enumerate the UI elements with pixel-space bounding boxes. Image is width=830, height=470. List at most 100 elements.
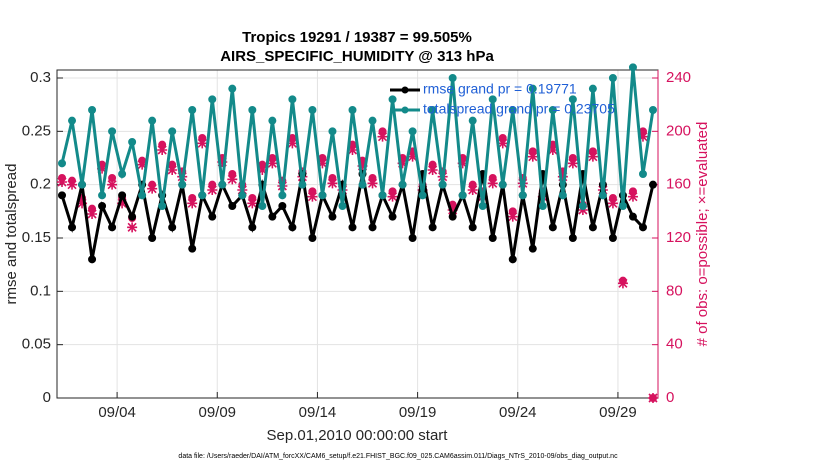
- y-tick-label: 0.3: [30, 69, 51, 86]
- data-point: [558, 191, 567, 200]
- data-point: [118, 191, 127, 200]
- data-point: [258, 202, 267, 210]
- y2-tick-label: 80: [666, 282, 683, 299]
- data-point: [378, 191, 387, 200]
- data-point: [88, 106, 97, 114]
- data-point: [268, 116, 277, 125]
- data-point: [547, 145, 558, 155]
- data-point: [647, 393, 658, 403]
- data-point: [548, 106, 557, 114]
- y2-axis-label: # of obs: o=possible; ×=evaluated: [694, 122, 711, 347]
- data-point: [98, 202, 107, 210]
- data-point: [328, 127, 337, 136]
- data-point: [568, 95, 577, 104]
- data-point: [478, 202, 487, 210]
- y2-tick-label: 120: [666, 229, 691, 246]
- data-point: [627, 191, 638, 202]
- data-point: [287, 138, 298, 149]
- data-point: [58, 159, 67, 168]
- data-point: [88, 255, 97, 264]
- data-point: [77, 198, 88, 209]
- chart-subtitle: AIRS_SPECIFIC_HUMIDITY @ 313 hPa: [220, 48, 494, 65]
- data-point: [348, 106, 357, 114]
- data-point: [367, 178, 378, 189]
- data-point: [117, 198, 128, 209]
- data-point: [248, 106, 257, 114]
- data-point: [147, 183, 158, 194]
- data-point: [508, 106, 517, 114]
- y2-tick-label: 0: [666, 389, 674, 406]
- data-point: [568, 234, 577, 242]
- x-tick-label: 09/29: [599, 404, 637, 421]
- x-tick-label: 09/14: [299, 404, 337, 421]
- data-point: [407, 151, 418, 162]
- data-point: [248, 223, 257, 232]
- data-point: [227, 174, 238, 185]
- series: [58, 63, 657, 210]
- data-point: [427, 165, 438, 175]
- data-point: [368, 223, 377, 232]
- data-point: [457, 158, 468, 169]
- data-point: [637, 131, 648, 142]
- data-point: [398, 180, 407, 189]
- legend-marker: [401, 86, 409, 94]
- data-point: [128, 138, 137, 146]
- data-point: [98, 191, 107, 200]
- data-point: [138, 191, 147, 200]
- data-point: [178, 180, 187, 189]
- data-point: [598, 191, 607, 200]
- data-point: [357, 161, 368, 171]
- data-point: [218, 180, 227, 189]
- data-point: [448, 74, 457, 82]
- data-point: [207, 185, 218, 195]
- data-point: [377, 131, 388, 142]
- y-tick-label: 0.2: [30, 176, 51, 193]
- data-point: [557, 171, 568, 182]
- x-tick-label: 09/04: [98, 404, 136, 421]
- data-point: [268, 212, 277, 221]
- legend-marker: [401, 106, 409, 114]
- data-point: [257, 165, 268, 175]
- data-point: [308, 234, 317, 242]
- data-point: [148, 116, 157, 125]
- plot-frame: [56, 69, 659, 399]
- data-point: [327, 178, 338, 189]
- y2-tick-label: 240: [666, 69, 691, 86]
- data-point: [68, 223, 77, 232]
- data-point: [538, 202, 547, 210]
- data-point: [247, 198, 258, 209]
- data-point: [467, 185, 478, 195]
- chart-title: Tropics 19291 / 19387 = 99.505%: [242, 29, 472, 46]
- data-point: [108, 223, 117, 232]
- data-point: [418, 191, 427, 200]
- y2-tick-label: 40: [666, 336, 683, 353]
- data-point: [518, 191, 527, 200]
- data-point: [127, 222, 138, 233]
- data-point: [507, 211, 518, 222]
- data-point: [188, 106, 197, 114]
- data-point: [228, 202, 237, 210]
- data-point: [217, 157, 228, 167]
- data-point: [448, 212, 457, 221]
- data-point: [107, 179, 118, 190]
- data-point: [238, 191, 247, 200]
- data-point: [128, 212, 137, 221]
- data-point: [578, 202, 587, 210]
- data-point: [587, 151, 598, 162]
- data-point: [588, 223, 597, 232]
- data-point: [618, 202, 627, 210]
- data-point: [87, 209, 98, 219]
- data-point: [638, 170, 647, 178]
- data-point: [488, 95, 497, 104]
- data-point: [278, 202, 287, 210]
- data-point: [487, 178, 498, 189]
- data-point: [58, 191, 67, 200]
- y-tick-label: 0.05: [22, 336, 51, 353]
- y-tick-label: 0: [43, 389, 51, 406]
- data-point: [68, 116, 77, 125]
- data-point: [567, 158, 578, 169]
- legend-label: rmse grand pr = 0.19771: [423, 81, 577, 97]
- data-point: [78, 180, 87, 189]
- y-tick-label: 0.15: [22, 229, 51, 246]
